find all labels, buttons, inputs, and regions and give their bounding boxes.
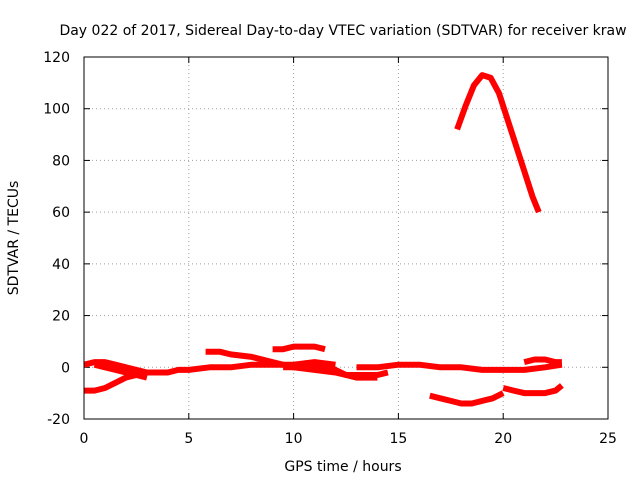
y-axis-label: SDTVAR / TECUs [6, 181, 22, 296]
chart-title: Day 022 of 2017, Sidereal Day-to-day VTE… [59, 23, 626, 39]
x-tick-label: 20 [494, 431, 512, 447]
series-arc-base-i [523, 356, 562, 366]
series-group [83, 72, 564, 407]
series-arc-dip [429, 390, 505, 407]
y-tick-label: 120 [43, 50, 70, 66]
y-tick-labels: -20 0 20 40 60 80 100 120 [43, 50, 70, 428]
x-axis-label: GPS time / hours [284, 459, 401, 475]
x-tick-label: 10 [285, 431, 303, 447]
series-arc-base-h [356, 361, 563, 373]
x-tick-label: 5 [184, 431, 193, 447]
x-tick-label: 25 [599, 431, 617, 447]
y-tick-label: 20 [52, 309, 70, 325]
y-tick-label: 80 [52, 153, 70, 169]
y-tick-label: 0 [61, 360, 70, 376]
y-tick-label: 100 [43, 102, 70, 118]
series-arc-base-e [272, 343, 326, 353]
series-arc-peak [454, 72, 542, 214]
y-tick-label: 60 [52, 205, 70, 221]
x-tick-label: 0 [80, 431, 89, 447]
grid-lines [84, 57, 608, 419]
series-arc-base-c [93, 361, 148, 381]
series-arc-base-b [84, 369, 168, 394]
plot-frame [83, 56, 609, 420]
y-tick-label: -20 [47, 412, 70, 428]
series-arc-base-d [205, 348, 336, 376]
x-tick-labels: 0 5 10 15 20 25 [80, 431, 617, 447]
x-tick-label: 15 [389, 431, 407, 447]
series-arc-base-g [313, 359, 378, 381]
y-tick-label: 40 [52, 257, 70, 273]
tick-marks [83, 56, 609, 420]
series-arc-tail [502, 383, 564, 397]
